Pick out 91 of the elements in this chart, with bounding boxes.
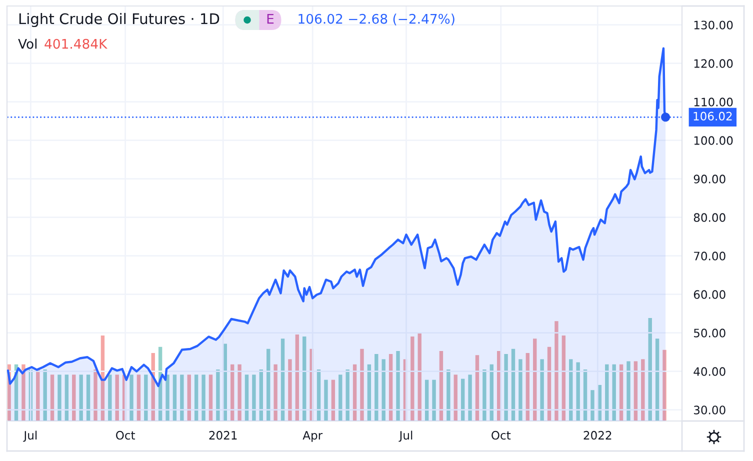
bar xyxy=(648,318,652,421)
bar xyxy=(136,374,141,421)
bar xyxy=(187,374,191,421)
bar xyxy=(86,374,90,421)
y-tick-label: 120.00 xyxy=(694,59,733,68)
bar xyxy=(280,338,285,421)
bar xyxy=(418,333,422,421)
bar xyxy=(72,374,76,421)
bar xyxy=(216,370,220,421)
bar xyxy=(108,374,112,421)
y-tick-label: 30.00 xyxy=(694,406,726,414)
bar xyxy=(655,338,660,421)
bar xyxy=(115,374,119,421)
bar xyxy=(526,353,530,421)
bar xyxy=(439,350,444,421)
bar xyxy=(94,370,98,421)
bar xyxy=(518,359,522,421)
bar xyxy=(331,380,336,421)
bar xyxy=(79,374,83,421)
bar xyxy=(252,374,256,421)
bar xyxy=(374,354,378,421)
x-tick-label: Oct xyxy=(492,430,511,440)
y-tick-label: 80.00 xyxy=(694,213,726,222)
bar xyxy=(511,348,516,421)
x-tick-label: Oct xyxy=(116,430,136,440)
bar xyxy=(626,361,630,421)
bar xyxy=(360,348,364,421)
bar xyxy=(388,354,393,421)
bar xyxy=(446,370,450,421)
bar xyxy=(50,374,54,421)
ref-line-label: 106.02 xyxy=(694,112,732,121)
bar xyxy=(302,336,306,421)
y-tick-label: 100.00 xyxy=(694,136,733,145)
y-tick-label: 70.00 xyxy=(694,252,726,260)
y-tick-label: 90.00 xyxy=(694,174,726,184)
bar xyxy=(641,359,645,421)
bar xyxy=(295,334,300,421)
bar xyxy=(424,380,429,421)
y-tick-label: 110.00 xyxy=(694,98,733,106)
bar xyxy=(468,374,472,421)
bar xyxy=(208,374,213,421)
bar xyxy=(58,374,62,421)
x-tick-label: Jul xyxy=(398,430,412,442)
bar xyxy=(540,359,544,421)
bar xyxy=(612,364,616,421)
bar xyxy=(504,354,508,421)
bar xyxy=(382,359,386,421)
bar xyxy=(576,362,580,421)
bar xyxy=(410,336,414,421)
y-tick-label: 40.00 xyxy=(694,367,726,376)
bar xyxy=(274,364,278,421)
y-tick-label: 130.00 xyxy=(694,20,733,30)
bar xyxy=(338,374,342,421)
bar xyxy=(166,374,170,421)
bar xyxy=(130,374,134,421)
bar xyxy=(432,380,436,421)
bar xyxy=(238,364,242,421)
bar xyxy=(346,370,350,421)
bar xyxy=(324,380,328,421)
x-tick-label: 2022 xyxy=(584,430,612,440)
bar xyxy=(562,336,566,421)
x-tick-label: Jul xyxy=(23,430,37,442)
bar xyxy=(22,364,26,421)
bar xyxy=(662,350,666,421)
bar xyxy=(547,346,552,421)
bar xyxy=(64,374,69,421)
bar xyxy=(43,370,47,421)
annotation: Vol xyxy=(18,38,37,49)
bar xyxy=(194,374,198,421)
text: 106.02 −2.68 (−2.47%) xyxy=(298,14,454,26)
bar xyxy=(554,321,558,421)
bar xyxy=(482,370,486,421)
bar xyxy=(475,355,480,421)
bar xyxy=(244,374,249,421)
bar xyxy=(454,374,458,421)
y-tick-label: 60.00 xyxy=(694,290,726,299)
bar xyxy=(202,374,206,421)
bar xyxy=(396,350,400,421)
bar xyxy=(172,374,177,421)
bar xyxy=(533,338,537,421)
x-tick-label: 2021 xyxy=(209,430,237,440)
bar xyxy=(590,390,594,421)
annotation: E xyxy=(267,14,274,24)
chart-title: Light Crude Oil Futures · 1D xyxy=(19,12,220,28)
annotation: 401.484K xyxy=(44,38,108,49)
y-tick-label: 50.00 xyxy=(694,328,726,338)
x-tick-label: Apr xyxy=(302,431,323,442)
bar xyxy=(288,359,292,421)
bar xyxy=(180,374,184,421)
bar xyxy=(266,348,270,421)
bar xyxy=(144,374,148,421)
